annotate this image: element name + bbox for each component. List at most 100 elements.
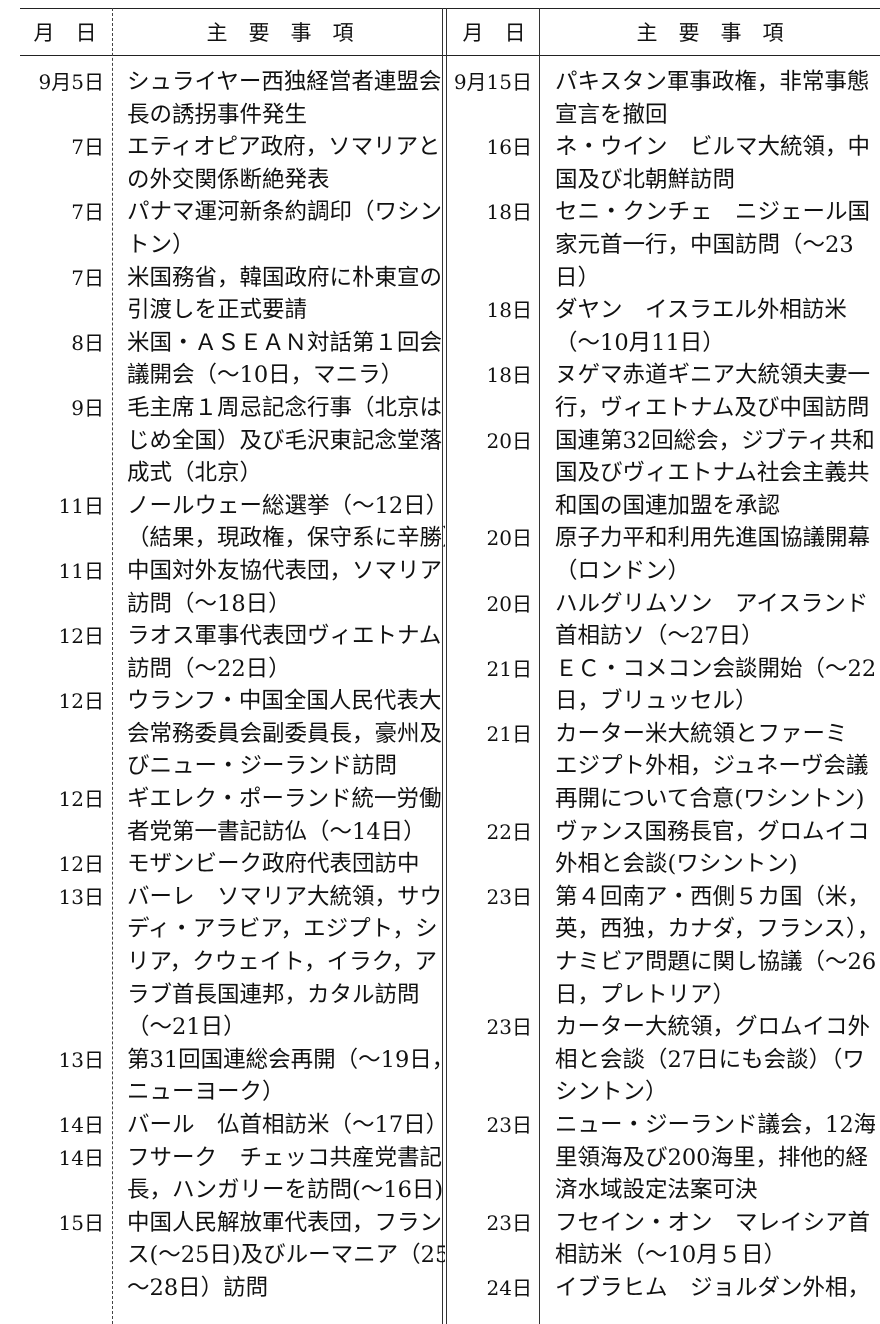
event-description: 第31回国連総会再開（～19日， ニューヨーク） [127, 1044, 445, 1109]
event-date: 13日 [58, 1047, 104, 1072]
event-date: 24日 [486, 1275, 532, 1300]
header-subject-left: 主 要 事 項 [206, 21, 354, 45]
event-description: ネ・ウイン ビルマ大統領，中 国及び北朝鮮訪問 [555, 131, 875, 196]
event-date: 12日 [58, 689, 104, 714]
event-description: ヌゲマ赤道ギニア大統領夫妻一 行，ヴィエトナム及び中国訪問 [555, 359, 875, 424]
event-text-line: ヌゲマ赤道ギニア大統領夫妻一 [555, 362, 871, 389]
event-date: 23日 [486, 884, 532, 909]
column-double-rule [446, 8, 447, 1324]
event-entry: 22日 ヴァンス国務長官，グロムイコ 外相と会談(ワシントン) [450, 816, 875, 881]
event-text-line: （ロンドン） [555, 557, 691, 584]
event-description: ダヤン イスラエル外相訪米 （～10月11日） [555, 294, 875, 359]
event-text-line: ニューヨーク） [127, 1079, 285, 1106]
event-description: 国連第32回総会，ジブティ共和 国及びヴィエトナム社会主義共 和国の国連加盟を承認 [555, 425, 875, 523]
event-text-line: シュライヤー西独経営者連盟会 [127, 69, 442, 95]
event-text-line: パキスタン軍事政権，非常事態 [555, 69, 870, 95]
event-date: 7日 [71, 200, 104, 225]
event-description: パキスタン軍事政権，非常事態 宣言を撤回 [555, 66, 875, 131]
event-description: ヴァンス国務長官，グロムイコ 外相と会談(ワシントン) [555, 816, 875, 881]
event-entry: 8日 米国・ＡＳＥＡＮ対話第１回会 議開会（～10日，マニラ） [0, 327, 445, 392]
event-description: セニ・クンチェ ニジェール国 家元首一行，中国訪問（～23 日） [555, 196, 875, 294]
event-entry: 11日 中国対外友協代表団，ソマリア 訪問（～18日） [0, 555, 445, 620]
event-text-line: フセイン・オン マレイシア首 [555, 1209, 871, 1236]
event-entry: 7日 パナマ運河新条約調印（ワシン トン） [0, 196, 445, 261]
event-text-line: 日） [555, 264, 601, 291]
event-text-line: 引渡しを正式要請 [127, 297, 308, 324]
event-text-line: 外相と会談(ワシントン) [555, 851, 798, 878]
event-date: 9月5日 [38, 70, 104, 94]
event-text-line: 長，ハンガリーを訪問(～16日) [127, 1177, 444, 1204]
event-entry: 12日 ラオス軍事代表団ヴィエトナム 訪問（～22日） [0, 620, 445, 685]
event-text-line: ナミビア問題に関し協議（～26 [555, 949, 875, 976]
event-description: パナマ運河新条約調印（ワシン トン） [127, 196, 445, 261]
event-text-line: 米国・ＡＳＥＡＮ対話第１回会 [127, 329, 443, 356]
event-description: ニュー・ジーランド議会，12海 里領海及び200海里，排他的経 済水域設定法案可決 [555, 1109, 875, 1207]
event-text-line: ネ・ウイン ビルマ大統領，中 [555, 134, 871, 161]
event-date: 14日 [58, 1113, 104, 1137]
event-text-line: 毛主席１周忌記念行事（北京は [127, 394, 443, 421]
event-text-line: （結果，現政権，保守系に辛勝） [127, 525, 445, 552]
event-entry: 13日 第31回国連総会再開（～19日， ニューヨーク） [0, 1044, 445, 1109]
event-text-line: ウランフ・中国全国人民代表大 [127, 688, 442, 715]
event-date: 7日 [71, 135, 104, 160]
event-entry: 21日 カーター米大統領とファーミ エジプト外相，ジュネーヴ会議 再開について合意(ワ… [450, 718, 875, 816]
event-text-line: （～21日） [127, 1014, 246, 1041]
event-text-line: 家元首一行，中国訪問（～23 [555, 231, 854, 258]
event-entry: 18日 ダヤン イスラエル外相訪米 （～10月11日） [450, 294, 875, 359]
right-event-column: 9月15日 パキスタン軍事政権，非常事態 宣言を撤回 16日 ネ・ウイン ビルマ大統領，… [450, 66, 875, 1305]
event-date: 8日 [71, 330, 104, 355]
event-text-line: カーター米大統領とファーミ [555, 720, 848, 747]
event-description: フセイン・オン マレイシア首 相訪米（～10月５日） [555, 1207, 875, 1272]
event-entry: 7日 エティオピア政府，ソマリアと の外交関係断絶発表 [0, 131, 445, 196]
event-description: フサーク チェッコ共産党書記 長，ハンガリーを訪問(～16日) [127, 1142, 445, 1207]
event-entry: 20日 原子力平和利用先進国協議開幕 （ロンドン） [450, 522, 875, 587]
event-date: 11日 [58, 493, 104, 518]
event-text-line: ハルグリムソン アイスランド [555, 590, 869, 617]
event-text-line: 中国対外友協代表団，ソマリア [127, 557, 443, 584]
event-text-line: の外交関係断絶発表 [127, 166, 330, 193]
event-text-line: 宣言を撤回 [555, 101, 668, 128]
event-date: 21日 [486, 721, 532, 746]
event-text-line: 相と会談（27日にも会談）（ワ [555, 1046, 865, 1073]
event-text-line: 相訪米（～10月５日） [555, 1242, 787, 1269]
event-date: 18日 [486, 298, 532, 323]
event-description: バーレ ソマリア大統領，サウ ディ・アラビア，エジプト，シ リア，クウェイト，イラク… [127, 881, 445, 1044]
event-text-line: 者党第一書記訪仏（～14日） [127, 818, 426, 845]
event-text-line: じめ全国）及び毛沢東記念堂落 [127, 427, 443, 454]
event-text-line: ノールウェー総選挙（～12日） [127, 492, 445, 519]
event-text-line: パナマ運河新条約調印（ワシン [127, 199, 443, 226]
event-entry: 18日 セニ・クンチェ ニジェール国 家元首一行，中国訪問（～23 日） [450, 196, 875, 294]
event-text-line: エティオピア政府，ソマリアと [127, 134, 441, 161]
event-description: ノールウェー総選挙（～12日） （結果，現政権，保守系に辛勝） [127, 490, 445, 555]
event-description: カーター米大統領とファーミ エジプト外相，ジュネーヴ会議 再開について合意(ワシント… [555, 718, 875, 816]
event-description: モザンビーク政府代表団訪中 [127, 848, 445, 881]
event-text-line: 第31回国連総会再開（～19日， [127, 1046, 445, 1073]
event-entry: 20日 ハルグリムソン アイスランド 首相訪ソ（～27日） [450, 588, 875, 653]
event-description: カーター大統領，グロムイコ外 相と会談（27日にも会談）（ワ シントン） [555, 1011, 875, 1109]
event-text-line: ラオス軍事代表団ヴィエトナム [127, 623, 442, 650]
left-event-column: 9月5日 シュライヤー西独経営者連盟会 長の誘拐事件発生 7日 エティオピア政府，ソマリ… [0, 66, 445, 1305]
header-date-right: 月 日 [462, 21, 526, 45]
event-entry: 18日 ヌゲマ赤道ギニア大統領夫妻一 行，ヴィエトナム及び中国訪問 [450, 359, 875, 424]
table-top-rule [20, 8, 880, 9]
event-date: 23日 [486, 1210, 532, 1235]
event-description: 毛主席１周忌記念行事（北京は じめ全国）及び毛沢東記念堂落 成式（北京） [127, 392, 445, 490]
header-subject-right: 主 要 事 項 [636, 21, 784, 45]
event-description: 原子力平和利用先進国協議開幕 （ロンドン） [555, 522, 875, 587]
event-text-line: 里領海及び200海里，排他的経 [555, 1144, 868, 1171]
event-text-line: 国連第32回総会，ジブティ共和 [555, 427, 875, 454]
event-text-line: ニュー・ジーランド議会，12海 [555, 1112, 875, 1138]
event-entry: 7日 米国務省，韓国政府に朴東宣の 引渡しを正式要請 [0, 262, 445, 327]
event-entry: 11日 ノールウェー総選挙（～12日） （結果，現政権，保守系に辛勝） [0, 490, 445, 555]
event-date: 20日 [486, 591, 532, 616]
event-text-line: 成式（北京） [127, 460, 263, 487]
event-date: 22日 [486, 819, 532, 844]
event-date: 7日 [71, 265, 104, 290]
event-entry: 23日 第４回南ア・西側５カ国（米， 英，西独，カナダ，フランス）， ナミビア問題に関… [450, 881, 875, 1011]
event-text-line: カーター大統領，グロムイコ外 [555, 1014, 871, 1041]
event-text-line: 再開について合意(ワシントン) [555, 786, 865, 813]
event-date: 18日 [486, 363, 532, 388]
event-date: 23日 [486, 1015, 532, 1040]
event-date: 11日 [58, 558, 104, 583]
event-entry: 14日 バール 仏首相訪米（～17日） [0, 1109, 445, 1142]
